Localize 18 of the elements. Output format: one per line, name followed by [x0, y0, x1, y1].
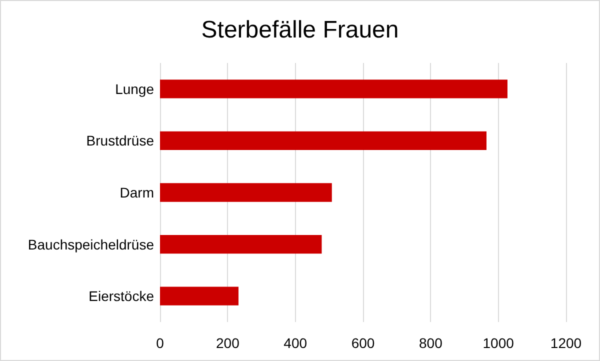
x-tick-label: 0	[156, 335, 164, 351]
y-tick-label: Brustdrüse	[86, 132, 154, 149]
y-tick-label: Eierstöcke	[88, 288, 154, 304]
bar	[160, 286, 238, 306]
y-tick-label: Bauchspeicheldrüse	[28, 236, 154, 252]
bar	[160, 80, 508, 98]
chart-title: Sterbefälle Frauen	[201, 16, 399, 44]
y-tick-label: Lunge	[115, 80, 154, 97]
x-tick-label: 600	[351, 335, 375, 351]
x-tick-label: 800	[418, 335, 443, 351]
bar	[160, 183, 332, 202]
x-tick-label: 200	[216, 335, 240, 351]
bar	[160, 234, 322, 254]
x-tick-label: 1000	[482, 335, 514, 351]
bar	[160, 131, 486, 150]
x-tick-label: 1200	[550, 335, 582, 351]
x-tick-label: 400	[284, 335, 308, 351]
y-tick-label: Darm	[120, 184, 154, 200]
